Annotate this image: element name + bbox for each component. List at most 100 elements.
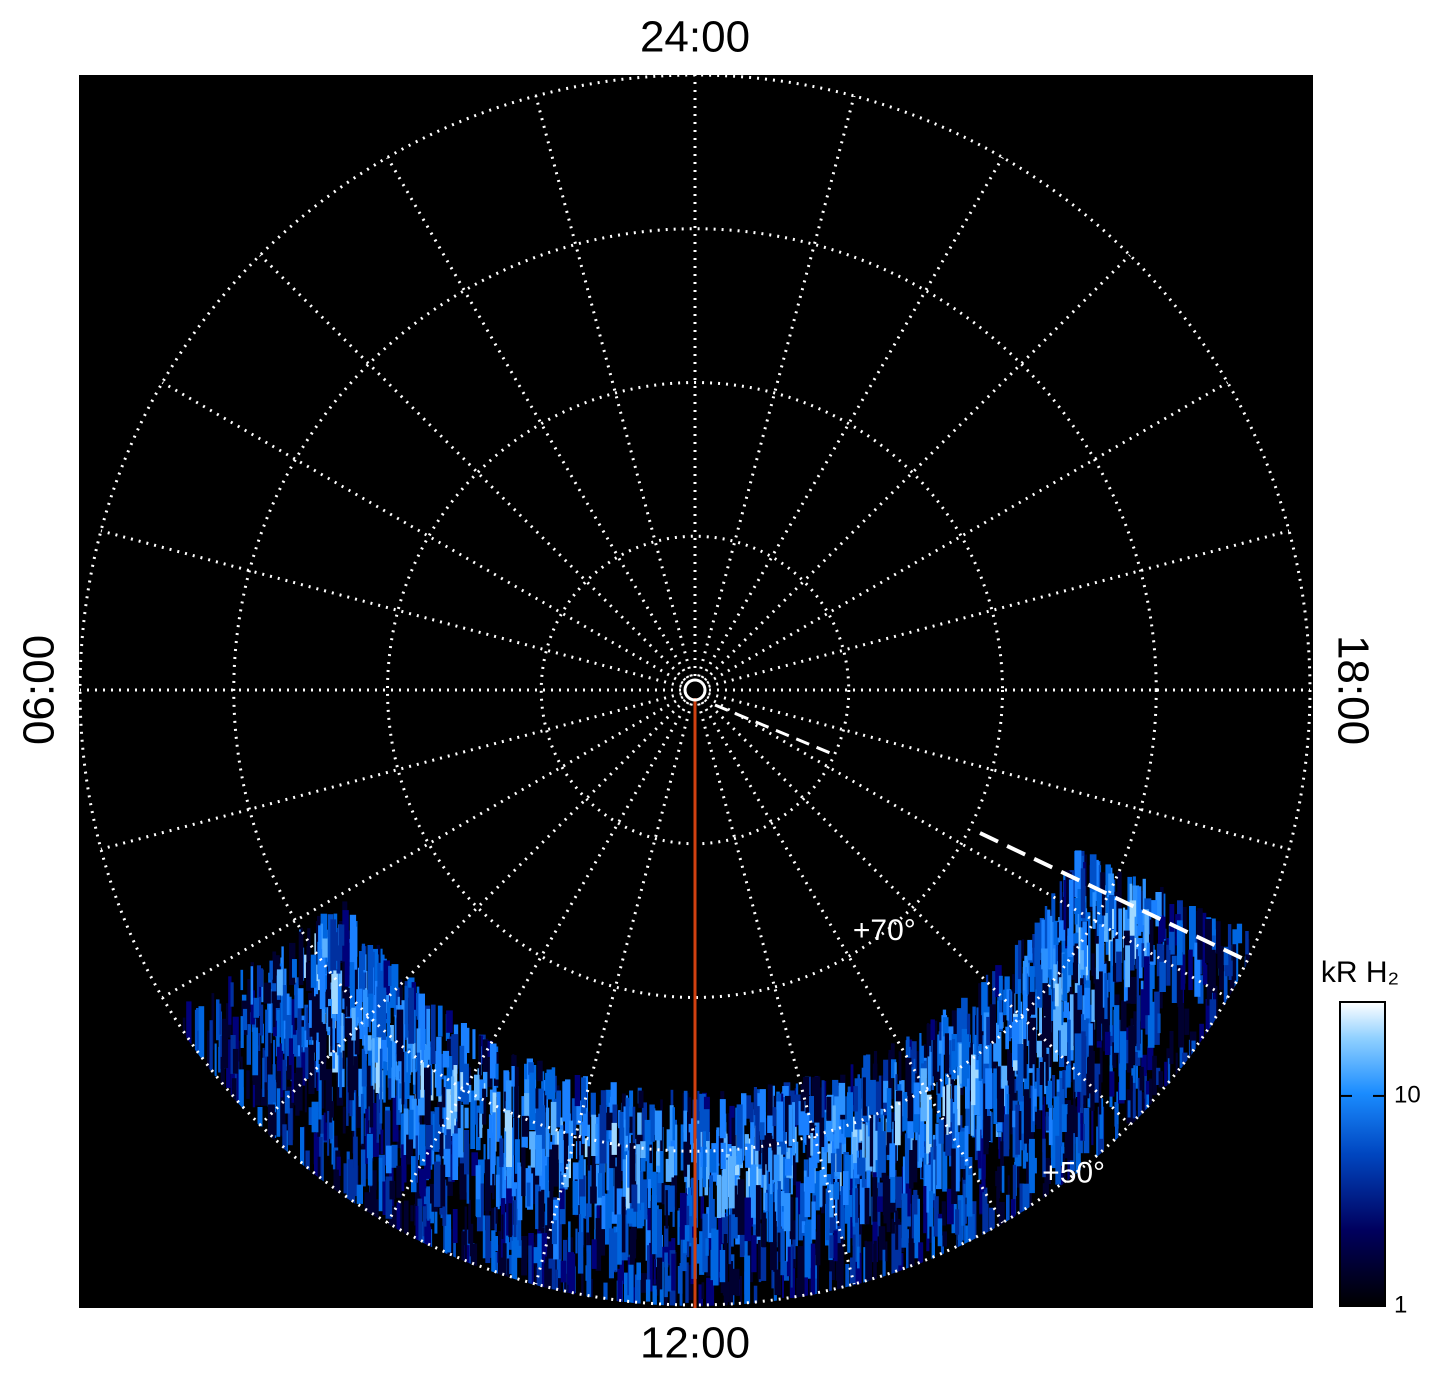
- emission-streak: [732, 1126, 737, 1166]
- emission-streak: [485, 1215, 491, 1263]
- emission-streak: [877, 1121, 882, 1178]
- emission-streak: [1089, 854, 1097, 890]
- emission-streak: [364, 1192, 371, 1216]
- emission-streak: [1043, 977, 1048, 1026]
- emission-streak: [795, 1141, 799, 1163]
- emission-streak: [985, 1203, 989, 1234]
- emission-streak: [1082, 995, 1086, 1020]
- emission-streak: [537, 1060, 543, 1082]
- emission-streak: [1028, 1191, 1032, 1210]
- emission-streak: [1084, 987, 1090, 1019]
- emission-streak: [683, 1090, 688, 1113]
- emission-streak: [1197, 975, 1204, 1004]
- emission-streak: [773, 1221, 777, 1272]
- emission-streak: [1068, 957, 1073, 976]
- emission-streak: [445, 1117, 452, 1160]
- emission-streak: [1029, 966, 1035, 992]
- emission-streak: [1080, 1070, 1084, 1124]
- emission-streak: [508, 1203, 512, 1238]
- emission-streak: [247, 979, 251, 1025]
- emission-streak: [1015, 1104, 1020, 1155]
- emission-streak: [811, 1077, 817, 1102]
- emission-streak: [1012, 974, 1015, 1022]
- emission-streak: [412, 1009, 416, 1057]
- emission-streak: [976, 1007, 979, 1061]
- emission-streak: [759, 1089, 766, 1136]
- emission-streak: [1018, 1111, 1022, 1141]
- emission-streak: [761, 1212, 766, 1248]
- emission-streak: [1130, 976, 1137, 1004]
- emission-streak: [541, 1189, 545, 1228]
- emission-streak: [298, 931, 304, 986]
- emission-streak: [1070, 945, 1077, 980]
- emission-streak: [1124, 1039, 1130, 1064]
- emission-streak: [783, 1260, 790, 1281]
- emission-streak: [521, 1147, 526, 1197]
- emission-streak: [819, 1170, 823, 1207]
- emission-streak: [347, 992, 350, 1017]
- emission-streak: [1080, 1014, 1085, 1032]
- emission-streak: [415, 1135, 418, 1183]
- emission-streak: [690, 1118, 694, 1163]
- emission-streak: [404, 985, 409, 1038]
- emission-streak: [808, 1144, 815, 1194]
- emission-streak: [945, 1122, 952, 1156]
- emission-streak: [1014, 944, 1019, 994]
- emission-streak: [439, 1132, 444, 1157]
- emission-streak: [794, 1094, 801, 1126]
- emission-streak: [625, 1097, 630, 1136]
- emission-streak: [939, 1039, 944, 1098]
- emission-streak: [514, 1240, 522, 1258]
- emission-streak: [909, 1203, 915, 1241]
- emission-streak: [370, 1170, 377, 1190]
- emission-streak: [1189, 906, 1196, 957]
- emission-streak: [343, 1163, 347, 1194]
- emission-streak: [233, 1049, 240, 1106]
- emission-streak: [1160, 887, 1164, 937]
- emission-streak: [1047, 1080, 1052, 1108]
- emission-streak: [966, 1175, 973, 1217]
- emission-streak: [1158, 916, 1166, 939]
- emission-streak: [380, 1129, 384, 1155]
- emission-streak: [927, 1051, 933, 1086]
- emission-streak: [685, 1262, 689, 1303]
- emission-streak: [416, 1028, 421, 1053]
- emission-streak: [307, 928, 311, 961]
- emission-streak: [1155, 892, 1162, 927]
- emission-streak: [641, 1102, 647, 1148]
- emission-streak: [284, 968, 287, 994]
- emission-streak: [688, 1097, 692, 1132]
- emission-streak: [1091, 1085, 1094, 1146]
- emission-streak: [937, 1218, 943, 1247]
- emission-streak: [226, 1039, 231, 1088]
- emission-streak: [616, 1188, 623, 1232]
- emission-streak: [721, 1176, 725, 1218]
- emission-streak: [608, 1142, 616, 1169]
- emission-streak: [1109, 1071, 1115, 1097]
- emission-streak: [750, 1109, 755, 1162]
- emission-streak: [930, 1019, 935, 1040]
- emission-streak: [932, 1020, 938, 1077]
- emission-streak: [265, 1009, 269, 1057]
- emission-streak: [1074, 1033, 1082, 1092]
- emission-streak: [271, 1112, 277, 1136]
- emission-streak: [823, 1126, 828, 1153]
- emission-streak: [1068, 1045, 1074, 1061]
- emission-streak: [606, 1141, 610, 1191]
- emission-streak: [1080, 1031, 1086, 1076]
- emission-streak: [1142, 878, 1146, 926]
- emission-streak: [1058, 944, 1062, 989]
- emission-streak: [1082, 1000, 1089, 1057]
- emission-streak: [469, 1223, 474, 1257]
- emission-streak: [883, 1178, 891, 1224]
- emission-streak: [764, 1192, 768, 1212]
- emission-streak: [518, 1200, 522, 1246]
- emission-streak: [1151, 945, 1155, 989]
- emission-streak: [668, 1146, 674, 1178]
- emission-streak: [946, 1188, 954, 1225]
- emission-streak: [420, 1221, 427, 1261]
- emission-streak: [343, 916, 349, 932]
- emission-streak: [389, 1025, 394, 1052]
- emission-streak: [890, 1059, 897, 1079]
- emission-streak: [207, 1030, 210, 1086]
